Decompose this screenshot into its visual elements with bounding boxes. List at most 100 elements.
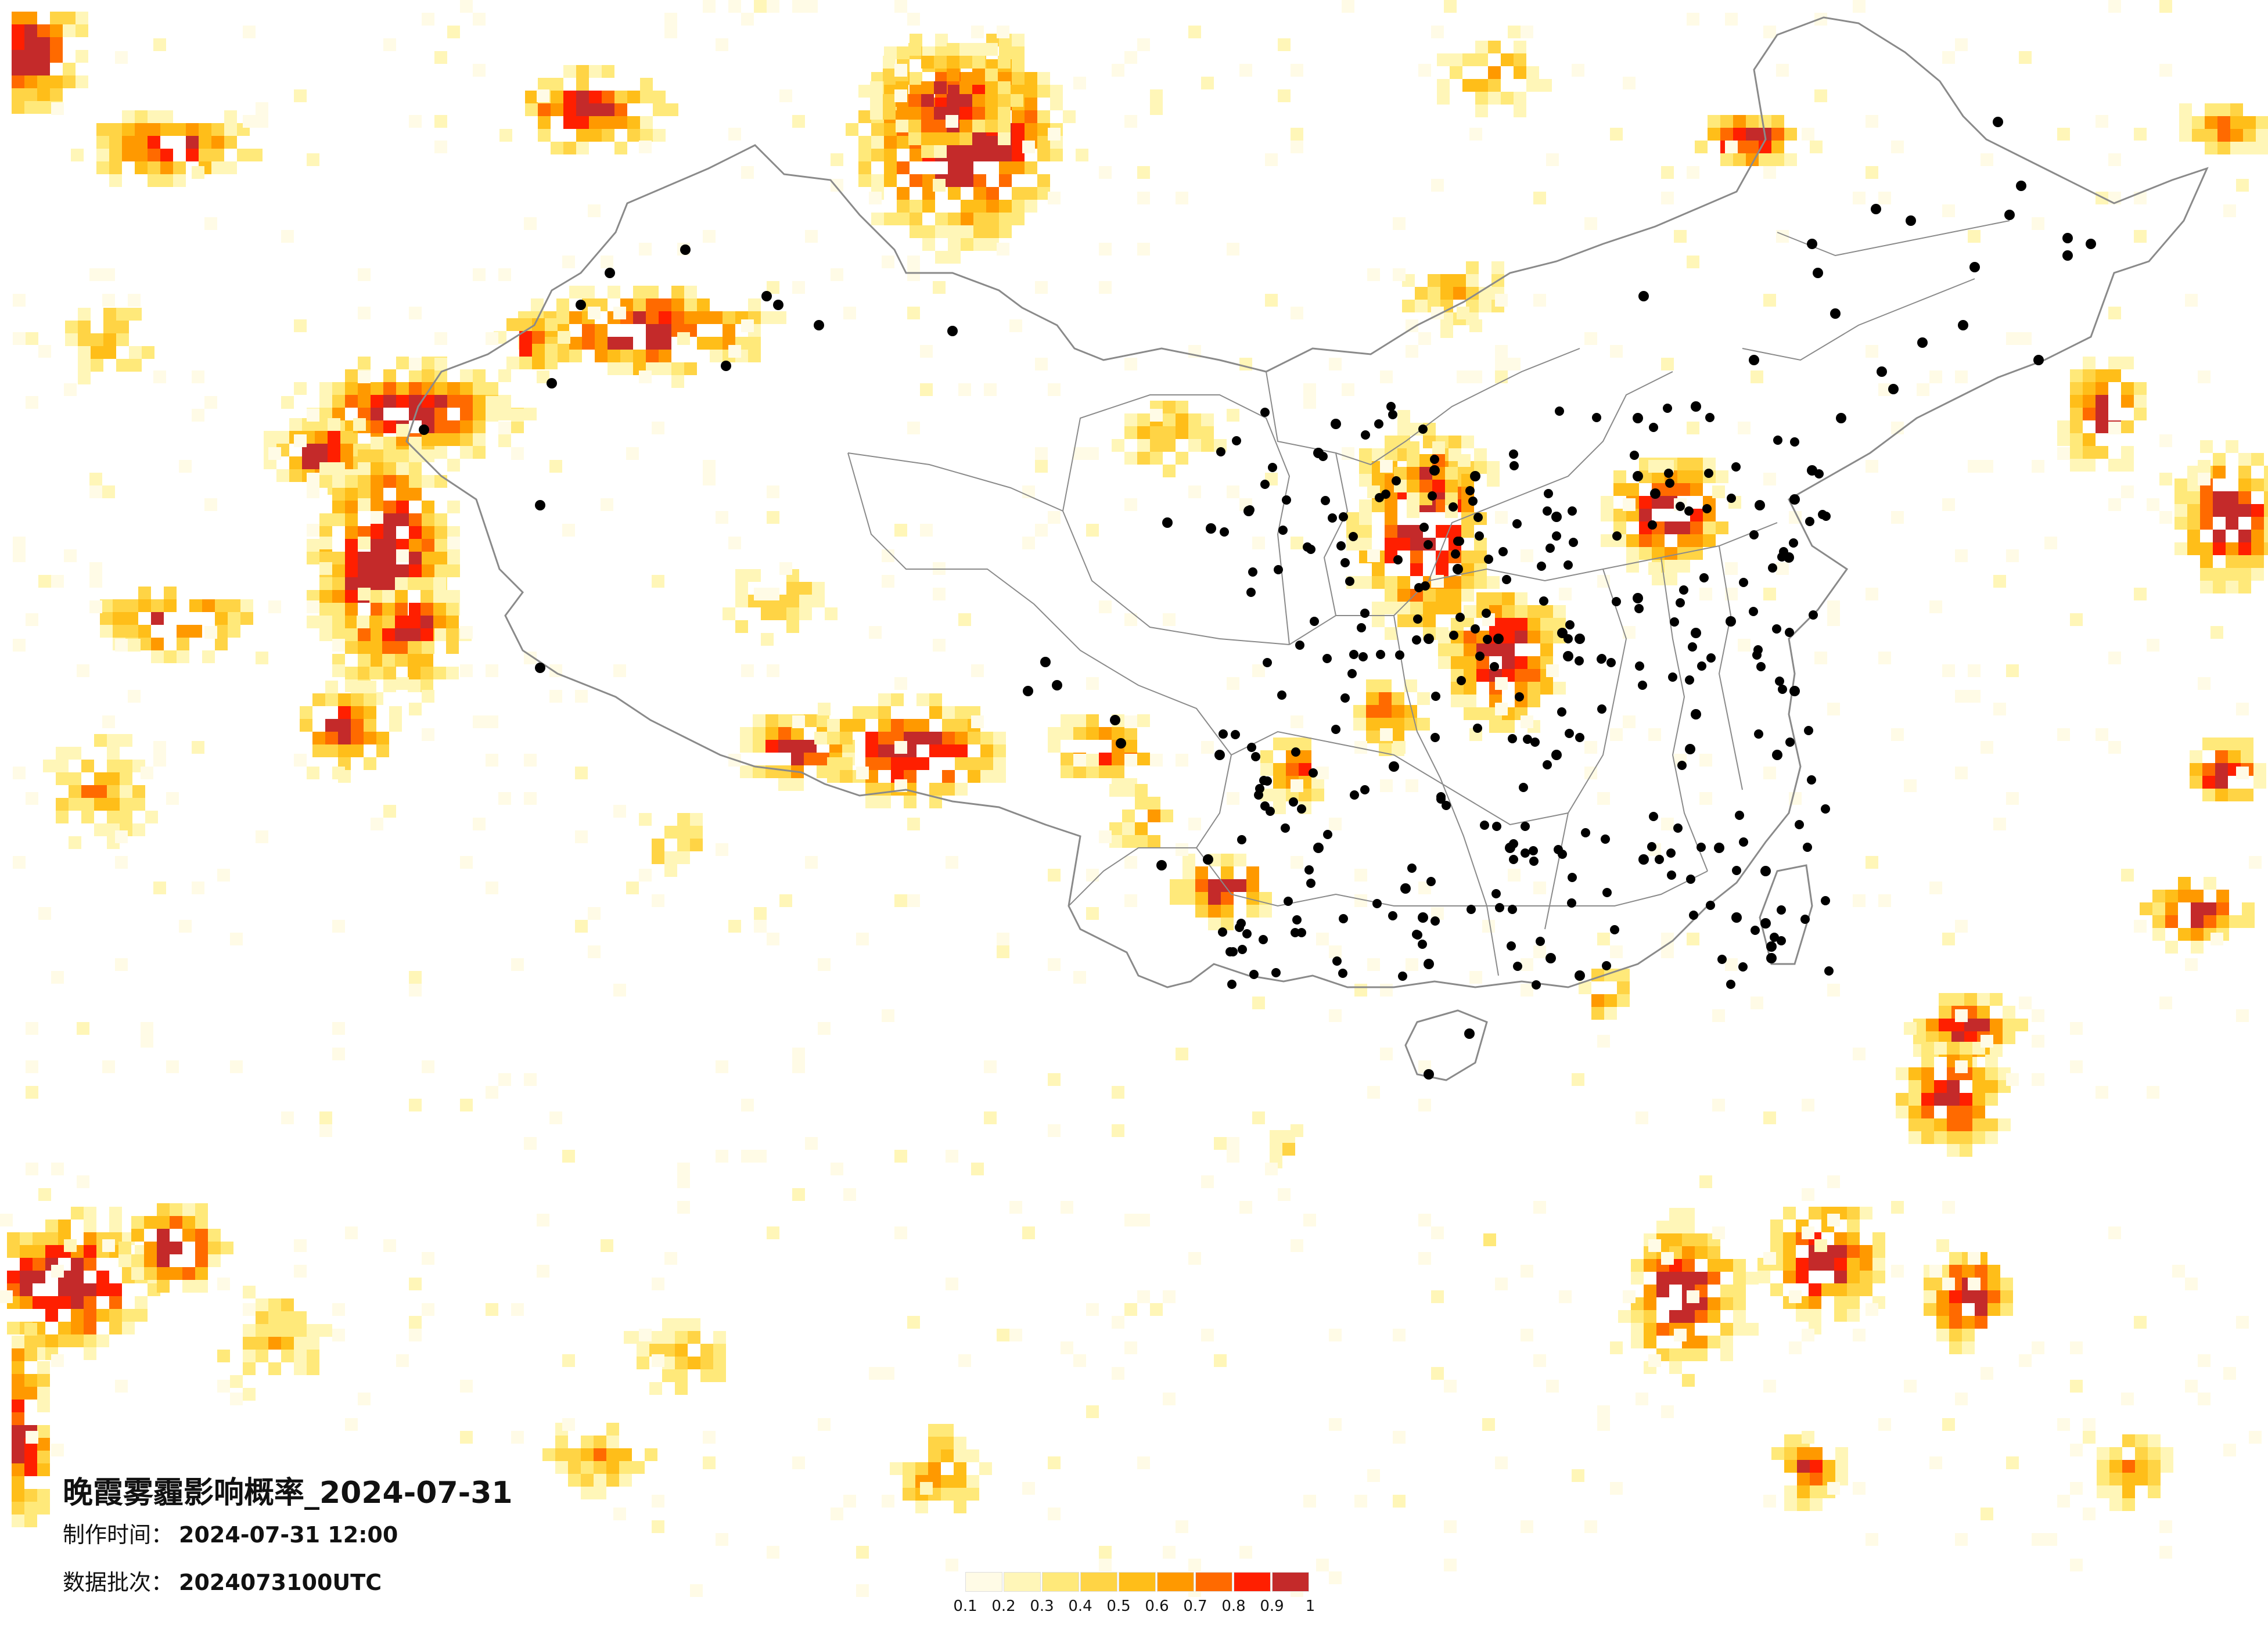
haze-cell	[2185, 294, 2198, 307]
haze-cell	[1124, 358, 1137, 370]
city-marker	[1597, 654, 1606, 663]
haze-cell	[151, 650, 164, 663]
haze-cell	[1372, 614, 1385, 627]
haze-cell	[498, 792, 511, 805]
haze-cell	[96, 1334, 109, 1347]
haze-cell	[1908, 1067, 1921, 1080]
haze-cell	[328, 444, 340, 456]
haze-cell	[371, 437, 383, 449]
city-marker	[1331, 419, 1341, 429]
haze-cell	[1379, 718, 1392, 731]
city-marker	[2062, 233, 2073, 243]
haze-cell	[1329, 1329, 1342, 1341]
haze-cell	[1962, 1329, 1975, 1341]
haze-cell	[1393, 217, 1406, 230]
haze-cell	[2096, 446, 2108, 459]
haze-cell	[853, 706, 865, 719]
haze-cell	[1440, 287, 1453, 300]
haze-cell	[519, 331, 532, 344]
haze-cell	[38, 907, 51, 920]
city-marker	[1509, 461, 1519, 470]
haze-cell	[1751, 997, 1763, 1009]
haze-cell	[1239, 1546, 1252, 1559]
haze-cell	[1652, 470, 1665, 483]
haze-cell	[753, 714, 765, 727]
haze-cell	[2097, 1473, 2109, 1485]
haze-cell	[24, 63, 37, 75]
haze-cell	[1469, 128, 1482, 141]
haze-cell	[1763, 767, 1776, 779]
haze-cell	[948, 251, 961, 264]
haze-cell	[2097, 1460, 2109, 1473]
haze-cell	[115, 958, 128, 971]
haze-cell	[33, 1245, 45, 1258]
haze-cell	[551, 142, 563, 154]
haze-cell	[12, 1387, 24, 1400]
haze-cell	[710, 350, 723, 362]
haze-cell	[569, 311, 582, 324]
haze-cell	[1597, 1418, 1610, 1431]
haze-cell	[2032, 217, 2044, 230]
haze-cell	[37, 88, 50, 101]
haze-cell	[1464, 682, 1476, 695]
haze-cell	[2070, 446, 2083, 459]
haze-cell	[2264, 542, 2268, 555]
haze-cell	[1163, 1290, 1176, 1303]
haze-cell	[382, 616, 395, 628]
haze-cell	[499, 129, 512, 142]
haze-cell	[1073, 754, 1086, 767]
haze-cell	[422, 690, 434, 703]
haze-cell	[1379, 692, 1392, 705]
city-marker	[1768, 563, 1777, 573]
haze-cell	[408, 628, 420, 641]
haze-cell	[1784, 1460, 1797, 1473]
haze-cell	[1540, 682, 1553, 695]
haze-cell	[395, 654, 408, 667]
haze-cell	[332, 488, 345, 501]
haze-cell	[684, 286, 697, 298]
city-marker	[1428, 491, 1437, 501]
haze-cell	[1450, 66, 1462, 79]
haze-cell	[2057, 128, 2070, 141]
haze-cell	[1682, 1374, 1695, 1387]
haze-cell	[1188, 26, 1201, 38]
haze-cell	[532, 318, 545, 331]
haze-cell	[1546, 664, 1559, 677]
haze-cell	[81, 811, 94, 823]
haze-cell	[613, 307, 626, 319]
haze-cell	[2213, 542, 2226, 555]
haze-cell	[12, 1348, 24, 1361]
haze-cell	[268, 600, 281, 613]
haze-cell	[26, 1060, 38, 1073]
haze-cell	[141, 1022, 153, 1035]
haze-cell	[941, 1437, 954, 1449]
haze-cell	[710, 337, 723, 350]
haze-cell	[358, 408, 371, 420]
city-marker	[1436, 792, 1446, 801]
haze-cell	[63, 75, 76, 88]
haze-cell	[993, 744, 1006, 757]
haze-cell	[1904, 1380, 1917, 1393]
haze-cell	[1669, 1208, 1682, 1221]
haze-cell	[107, 811, 120, 823]
city-marker	[1676, 502, 1685, 511]
haze-cell	[230, 1375, 243, 1388]
haze-cell	[24, 1323, 37, 1336]
city-marker	[1424, 634, 1434, 644]
haze-cell	[186, 123, 199, 136]
haze-cell	[1329, 1571, 1342, 1584]
haze-cell	[1955, 1393, 1968, 1405]
haze-cell	[2204, 902, 2216, 915]
haze-cell	[460, 1431, 473, 1444]
haze-cell	[1022, 485, 1035, 498]
haze-cell	[1669, 1348, 1682, 1361]
haze-cell	[160, 174, 173, 187]
haze-cell	[319, 475, 332, 488]
haze-cell	[358, 667, 371, 679]
haze-cell	[94, 798, 107, 811]
haze-cell	[1048, 192, 1061, 204]
haze-cell	[2147, 639, 2159, 652]
haze-cell	[2159, 473, 2172, 485]
haze-cell	[652, 894, 664, 907]
haze-cell	[1708, 1310, 1720, 1323]
